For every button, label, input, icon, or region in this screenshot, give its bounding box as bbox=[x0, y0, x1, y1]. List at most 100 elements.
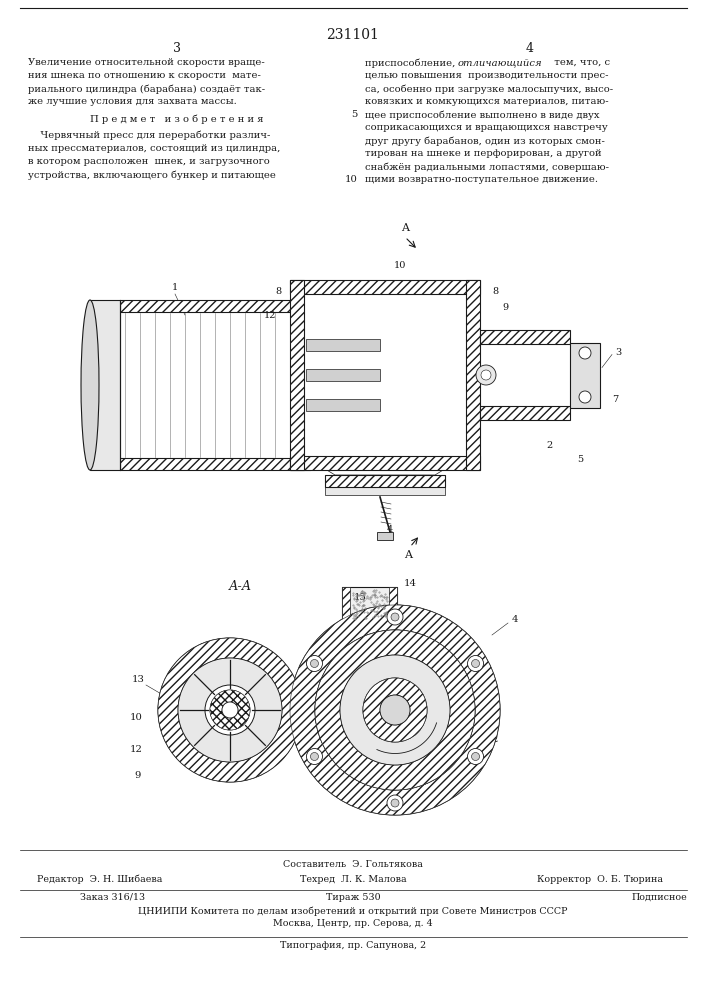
Circle shape bbox=[306, 656, 322, 672]
Text: А-А: А-А bbox=[228, 580, 252, 593]
Wedge shape bbox=[315, 630, 475, 790]
Circle shape bbox=[579, 347, 591, 359]
Text: друг другу барабанов, один из которых смон-: друг другу барабанов, один из которых см… bbox=[365, 136, 605, 145]
Bar bbox=[120, 458, 310, 470]
Bar bbox=[290, 456, 480, 470]
Text: Москва, Центр, пр. Серова, д. 4: Москва, Центр, пр. Серова, д. 4 bbox=[273, 919, 433, 928]
Text: ковязких и комкующихся материалов, питаю-: ковязких и комкующихся материалов, питаю… bbox=[365, 97, 609, 106]
Circle shape bbox=[158, 638, 302, 782]
Circle shape bbox=[476, 365, 496, 385]
Circle shape bbox=[310, 660, 318, 668]
Text: же лучшие условия для захвата массы.: же лучшие условия для захвата массы. bbox=[28, 97, 237, 106]
Text: 5: 5 bbox=[351, 110, 358, 119]
Text: 9: 9 bbox=[502, 304, 508, 312]
Text: 5: 5 bbox=[577, 456, 583, 464]
Text: щими возвратно-поступательное движение.: щими возвратно-поступательное движение. bbox=[365, 175, 598, 184]
Text: 8: 8 bbox=[275, 288, 281, 296]
Wedge shape bbox=[158, 638, 302, 782]
Text: 4: 4 bbox=[387, 526, 393, 534]
Bar bbox=[342, 587, 397, 622]
Bar bbox=[120, 312, 310, 458]
Polygon shape bbox=[304, 294, 310, 470]
Text: Составитель  Э. Гольтякова: Составитель Э. Гольтякова bbox=[283, 860, 423, 869]
Text: отличающийся: отличающийся bbox=[458, 58, 543, 67]
Text: Тираж 530: Тираж 530 bbox=[326, 893, 380, 902]
Circle shape bbox=[380, 695, 410, 725]
Circle shape bbox=[306, 748, 322, 764]
Bar bbox=[480, 406, 570, 420]
Circle shape bbox=[363, 678, 427, 742]
Text: риального цилиндра (барабана) создаёт так-: риального цилиндра (барабана) создаёт та… bbox=[28, 84, 265, 94]
Text: A: A bbox=[404, 550, 412, 560]
Ellipse shape bbox=[81, 300, 99, 470]
Text: П р е д м е т   и з о б р е т е н и я: П р е д м е т и з о б р е т е н и я bbox=[90, 115, 264, 124]
Text: целью повышения  производительности прес-: целью повышения производительности прес- bbox=[365, 71, 609, 80]
Circle shape bbox=[222, 702, 238, 718]
Text: 3: 3 bbox=[615, 348, 621, 357]
Text: Червячный пресс для переработки различ-: Червячный пресс для переработки различ- bbox=[28, 131, 270, 140]
Text: 12: 12 bbox=[264, 310, 276, 320]
Text: щее приспособление выполнено в виде двух: щее приспособление выполнено в виде двух bbox=[365, 110, 600, 119]
Text: 6: 6 bbox=[372, 280, 378, 290]
Text: Увеличение относительной скорости враще-: Увеличение относительной скорости враще- bbox=[28, 58, 264, 67]
Text: тирован на шнеке и перфорирован, а другой: тирован на шнеке и перфорирован, а друго… bbox=[365, 149, 602, 158]
Circle shape bbox=[290, 605, 500, 815]
Circle shape bbox=[178, 658, 282, 762]
Polygon shape bbox=[304, 456, 466, 475]
Circle shape bbox=[472, 660, 479, 668]
Text: 7: 7 bbox=[612, 395, 618, 404]
Text: A: A bbox=[401, 223, 409, 233]
Text: 231101: 231101 bbox=[327, 28, 380, 42]
Text: Типография, пр. Сапунова, 2: Типография, пр. Сапунова, 2 bbox=[280, 941, 426, 950]
Bar bbox=[325, 487, 445, 495]
Text: 10: 10 bbox=[345, 175, 358, 184]
Text: 15: 15 bbox=[339, 351, 351, 360]
Text: Подписное: Подписное bbox=[631, 893, 687, 902]
Circle shape bbox=[472, 752, 479, 760]
Text: 9: 9 bbox=[135, 770, 141, 780]
Text: 10: 10 bbox=[394, 260, 407, 269]
Text: 4: 4 bbox=[512, 615, 518, 624]
Text: 11: 11 bbox=[434, 286, 446, 294]
Bar bbox=[570, 342, 600, 408]
Text: 2: 2 bbox=[547, 440, 553, 450]
Wedge shape bbox=[290, 605, 500, 815]
Bar bbox=[342, 587, 351, 622]
Bar bbox=[480, 344, 570, 406]
Bar bbox=[306, 339, 380, 351]
Bar bbox=[90, 300, 120, 470]
Text: 15: 15 bbox=[199, 644, 211, 652]
Text: 6: 6 bbox=[482, 690, 488, 700]
Circle shape bbox=[205, 685, 255, 735]
Bar bbox=[390, 587, 397, 622]
Text: ния шнека по отношению к скорости  мате-: ния шнека по отношению к скорости мате- bbox=[28, 71, 261, 80]
Text: тем, что, с: тем, что, с bbox=[548, 58, 610, 67]
Text: ных прессматериалов, состоящий из цилиндра,: ных прессматериалов, состоящий из цилинд… bbox=[28, 144, 281, 153]
Text: са, особенно при загрузке малосыпучих, высо-: са, особенно при загрузке малосыпучих, в… bbox=[365, 84, 613, 94]
Circle shape bbox=[387, 609, 403, 625]
Bar bbox=[306, 399, 380, 411]
Bar bbox=[120, 300, 310, 312]
Circle shape bbox=[387, 795, 403, 811]
Circle shape bbox=[391, 613, 399, 621]
Text: Заказ 316/13: Заказ 316/13 bbox=[80, 893, 145, 902]
Text: 12: 12 bbox=[129, 746, 142, 754]
Bar bbox=[304, 294, 466, 456]
Text: 13: 13 bbox=[132, 676, 144, 684]
Text: ЦНИИПИ Комитета по делам изобретений и открытий при Совете Министров СССР: ЦНИИПИ Комитета по делам изобретений и о… bbox=[139, 906, 568, 916]
Text: 4: 4 bbox=[526, 42, 534, 55]
Text: устройства, включающего бункер и питающее: устройства, включающего бункер и питающе… bbox=[28, 170, 276, 180]
Text: снабжён радиальными лопастями, совершаю-: снабжён радиальными лопастями, совершаю- bbox=[365, 162, 609, 172]
Circle shape bbox=[481, 370, 491, 380]
Circle shape bbox=[310, 752, 318, 760]
Wedge shape bbox=[363, 678, 427, 742]
Text: 14: 14 bbox=[404, 578, 416, 587]
Text: Редактор  Э. Н. Шибаева: Редактор Э. Н. Шибаева bbox=[37, 875, 163, 884]
Text: приспособление,: приспособление, bbox=[365, 58, 459, 68]
Circle shape bbox=[579, 391, 591, 403]
Bar bbox=[290, 280, 304, 470]
Bar bbox=[480, 330, 570, 344]
Text: 3: 3 bbox=[173, 42, 181, 55]
Circle shape bbox=[210, 690, 250, 730]
Text: 1: 1 bbox=[172, 283, 178, 292]
